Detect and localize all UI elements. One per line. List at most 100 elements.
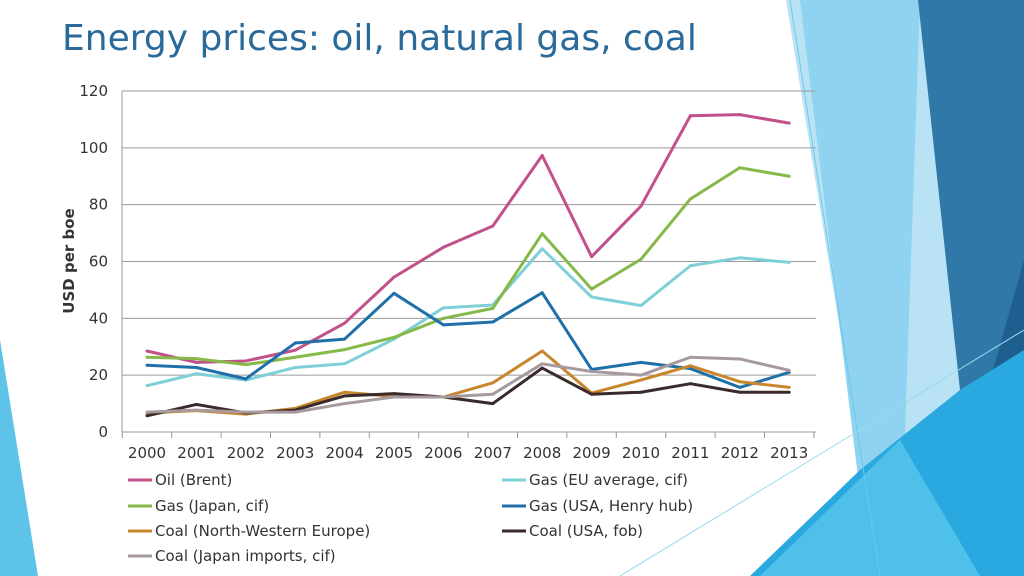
x-tick-label: 2006 <box>424 444 462 462</box>
data-point <box>540 349 544 353</box>
data-point <box>491 320 495 324</box>
data-point <box>491 392 495 396</box>
series-line <box>146 166 790 367</box>
data-point <box>787 385 791 389</box>
legend-label: Gas (Japan, cif) <box>155 497 269 515</box>
data-point <box>441 395 445 399</box>
data-point <box>194 357 198 361</box>
data-point <box>540 362 544 366</box>
data-point <box>194 360 198 364</box>
data-point <box>540 154 544 158</box>
data-point <box>639 378 643 382</box>
x-tick-label: 2010 <box>622 444 660 462</box>
data-point <box>639 204 643 208</box>
series-0 <box>145 113 791 364</box>
data-point <box>441 316 445 320</box>
deco-shape <box>0 340 38 576</box>
data-point <box>145 384 149 388</box>
deco-shape <box>760 440 980 576</box>
data-point <box>343 348 347 352</box>
x-tick-label: 2011 <box>671 444 709 462</box>
data-point <box>540 232 544 236</box>
data-point <box>738 385 742 389</box>
x-tick-label: 2009 <box>573 444 611 462</box>
data-point <box>688 264 692 268</box>
data-point <box>343 362 347 366</box>
legend-label: Coal (Japan imports, cif) <box>155 547 336 565</box>
data-point <box>491 306 495 310</box>
data-point <box>590 255 594 259</box>
data-point <box>343 402 347 406</box>
x-tick-label: 2001 <box>177 444 215 462</box>
legend-item: Coal (USA, fob) <box>502 522 643 540</box>
data-point <box>590 295 594 299</box>
page-title: Energy prices: oil, natural gas, coal <box>62 18 697 59</box>
series-6 <box>145 355 791 414</box>
y-axis-label: USD per boe <box>60 208 78 313</box>
legend-item: Gas (USA, Henry hub) <box>502 497 693 515</box>
data-point <box>688 197 692 201</box>
series-1 <box>145 247 791 388</box>
legend-label: Coal (USA, fob) <box>529 522 643 540</box>
legend-label: Gas (EU average, cif) <box>529 471 688 489</box>
data-point <box>392 335 396 339</box>
deco-line <box>619 329 1024 576</box>
data-point <box>787 121 791 125</box>
legend-item: Gas (Japan, cif) <box>128 497 269 515</box>
legend-label: Gas (USA, Henry hub) <box>529 497 693 515</box>
x-tick-label: 2012 <box>721 444 759 462</box>
data-point <box>688 367 692 371</box>
y-tick-label: 100 <box>79 139 108 157</box>
data-point <box>194 408 198 412</box>
series-lines <box>145 113 791 418</box>
data-point <box>491 402 495 406</box>
data-point <box>392 395 396 399</box>
axes: 0 20 40 60 80 100 120 2000 2001 2002 2003 2004 2005 2… <box>79 82 815 462</box>
y-tick-label: 120 <box>79 82 108 100</box>
y-tick-label: 0 <box>98 423 108 441</box>
x-tick-label: 2008 <box>523 444 561 462</box>
x-tick-label: 2003 <box>276 444 314 462</box>
data-point <box>491 224 495 228</box>
data-point <box>392 291 396 295</box>
data-point <box>738 380 742 384</box>
legend-label: Oil (Brent) <box>155 471 232 489</box>
data-point <box>145 363 149 367</box>
data-point <box>145 349 149 353</box>
data-point <box>639 360 643 364</box>
data-point <box>293 348 297 352</box>
series-4 <box>145 349 791 416</box>
data-point <box>194 365 198 369</box>
data-point <box>441 306 445 310</box>
data-point <box>145 410 149 414</box>
series-line <box>146 113 790 364</box>
legend-item: Coal (Japan imports, cif) <box>128 547 336 565</box>
data-point <box>145 414 149 418</box>
grid <box>122 90 816 433</box>
data-point <box>441 323 445 327</box>
deco-shape <box>800 0 920 576</box>
x-tick-label: 2005 <box>375 444 413 462</box>
legend-item: Coal (North-Western Europe) <box>128 522 370 540</box>
data-point <box>639 304 643 308</box>
data-point <box>540 366 544 370</box>
x-tick-label: 2004 <box>326 444 364 462</box>
data-point <box>343 394 347 398</box>
y-tick-label: 20 <box>89 366 108 384</box>
series-2 <box>145 166 791 367</box>
data-point <box>343 390 347 394</box>
data-point <box>540 291 544 295</box>
data-point <box>787 368 791 372</box>
data-point <box>194 402 198 406</box>
y-tick-label: 60 <box>89 253 108 271</box>
data-point <box>590 392 594 396</box>
data-point <box>145 355 149 359</box>
data-point <box>738 357 742 361</box>
series-5 <box>145 366 791 418</box>
y-tick-label: 40 <box>89 309 108 327</box>
data-point <box>343 321 347 325</box>
series-line <box>146 355 790 414</box>
legend: Oil (Brent) Gas (EU average, cif) Gas (Jap… <box>128 471 693 565</box>
data-point <box>738 390 742 394</box>
